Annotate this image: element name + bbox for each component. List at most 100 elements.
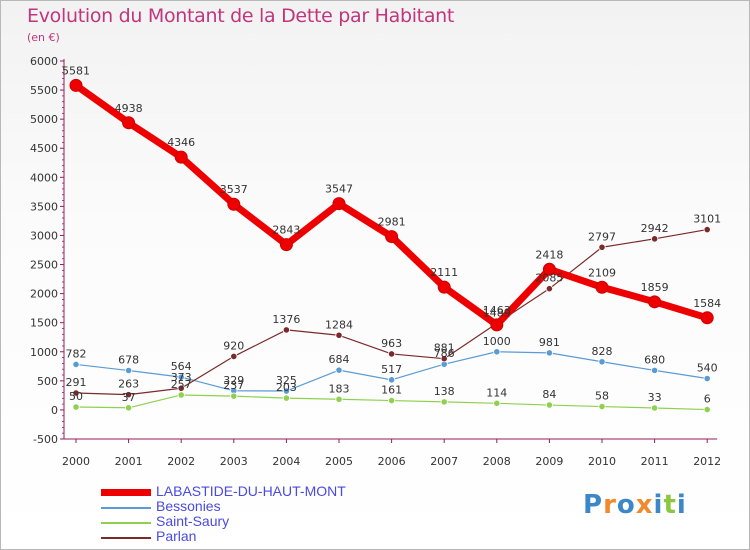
y-tick-label: 2500 [30,259,58,272]
data-point-saint-saury [72,403,80,411]
y-tick-label: 5500 [30,84,58,97]
data-label-labastide-du-haut-mont: 2109 [588,266,616,279]
data-label-labastide-du-haut-mont: 4346 [167,136,195,149]
data-point-bessonies [703,374,711,383]
data-point-saint-saury [545,401,554,409]
data-label-parlan: 1376 [272,313,300,326]
data-label-parlan: 373 [171,371,192,384]
y-tick-label: 2000 [30,288,58,301]
data-label-bessonies: 540 [697,362,718,375]
x-tick-label: 2010 [588,455,616,468]
data-point-labastide-du-haut-mont [385,230,399,244]
x-tick-label: 2012 [693,455,721,468]
logo-letter: i [676,490,687,520]
data-label-parlan: 291 [66,376,87,389]
data-label-labastide-du-haut-mont: 2418 [535,248,563,261]
data-label-saint-saury: 237 [223,379,244,392]
x-tick-label: 2011 [641,455,669,468]
x-tick-label: 2003 [220,455,248,468]
data-point-saint-saury [650,404,659,412]
data-point-labastide-du-haut-mont [279,238,293,252]
data-label-saint-saury: 138 [434,385,455,398]
data-label-saint-saury: 6 [704,393,711,406]
data-label-parlan: 2942 [641,222,669,235]
logo-letter: P [583,490,604,520]
data-label-saint-saury: 257 [171,378,192,391]
data-label-saint-saury: 114 [486,386,507,399]
data-label-labastide-du-haut-mont: 1463 [483,304,511,317]
data-label-bessonies: 680 [644,353,665,366]
data-point-labastide-du-haut-mont [595,280,609,294]
data-point-saint-saury [230,392,238,400]
data-label-labastide-du-haut-mont: 4938 [115,102,143,115]
series-line-labastide-du-haut-mont [72,81,711,329]
data-label-bessonies: 517 [381,363,402,376]
data-label-labastide-du-haut-mont: 2843 [272,224,300,237]
y-tick-label: -500 [33,433,58,446]
data-label-saint-saury: 183 [329,382,350,395]
data-point-parlan [387,350,396,358]
y-tick-label: 4500 [30,142,58,155]
x-tick-label: 2000 [62,455,90,468]
logo-letter: i [653,490,664,520]
legend-label: LABASTIDE-DU-HAUT-MONT [156,483,346,499]
data-label-bessonies: 325 [276,374,297,387]
data-point-saint-saury [387,396,396,405]
data-point-labastide-du-haut-mont [122,116,136,130]
data-point-bessonies [493,348,501,356]
data-point-saint-saury [703,405,711,414]
data-point-bessonies [282,387,290,395]
data-label-labastide-du-haut-mont: 3547 [325,183,353,196]
x-tick-label: 2001 [115,455,143,468]
data-label-parlan: 263 [118,378,139,391]
data-label-parlan: 963 [381,337,402,350]
data-label-labastide-du-haut-mont: 5581 [62,64,90,77]
legend-label: Bessonies [156,498,221,514]
x-tick-label: 2002 [167,455,195,468]
y-tick-label: 500 [37,375,58,388]
x-tick-label: 2008 [483,455,511,468]
y-tick-label: 1500 [30,317,58,330]
data-label-bessonies: 564 [171,360,192,373]
data-point-saint-saury [335,395,343,403]
x-tick-label: 2009 [535,455,563,468]
logo-letter: r [603,490,617,520]
data-point-parlan [282,326,290,334]
data-point-bessonies [598,358,606,366]
data-point-saint-saury [598,402,606,411]
data-point-parlan [703,225,711,234]
unit-label: (en €) [27,31,60,44]
data-point-parlan [440,355,448,363]
data-point-bessonies [387,376,396,384]
data-label-saint-saury: 50 [69,390,83,403]
data-label-labastide-du-haut-mont: 1584 [693,297,721,310]
data-label-parlan: 1489 [483,306,511,319]
data-label-labastide-du-haut-mont: 3537 [220,183,248,196]
data-label-bessonies: 678 [118,353,139,366]
data-label-labastide-du-haut-mont: 1859 [641,281,669,294]
data-point-parlan [335,331,343,339]
data-label-bessonies: 684 [329,353,350,366]
data-point-bessonies [545,349,554,357]
logo-letter: o [616,490,636,520]
data-point-labastide-du-haut-mont [227,197,241,211]
data-point-saint-saury [125,404,133,412]
legend-swatch [101,507,151,509]
axes: -500 0 500 1000 1500 2000 2500 3000 3500 4000 4500… [30,55,721,468]
data-point-bessonies [177,373,185,381]
data-label-saint-saury: 33 [648,391,662,404]
legend-swatch [101,537,151,539]
data-point-labastide-du-haut-mont [700,311,714,325]
data-label-bessonies: 329 [223,374,244,387]
data-point-saint-saury [177,391,185,399]
data-point-labastide-du-haut-mont [332,197,346,211]
data-label-parlan: 881 [434,342,455,355]
data-point-saint-saury [282,394,290,402]
logo-letter: t [663,490,677,520]
data-point-parlan [72,389,80,397]
y-tick-label: 6000 [30,55,58,68]
x-tick-label: 2006 [378,455,406,468]
